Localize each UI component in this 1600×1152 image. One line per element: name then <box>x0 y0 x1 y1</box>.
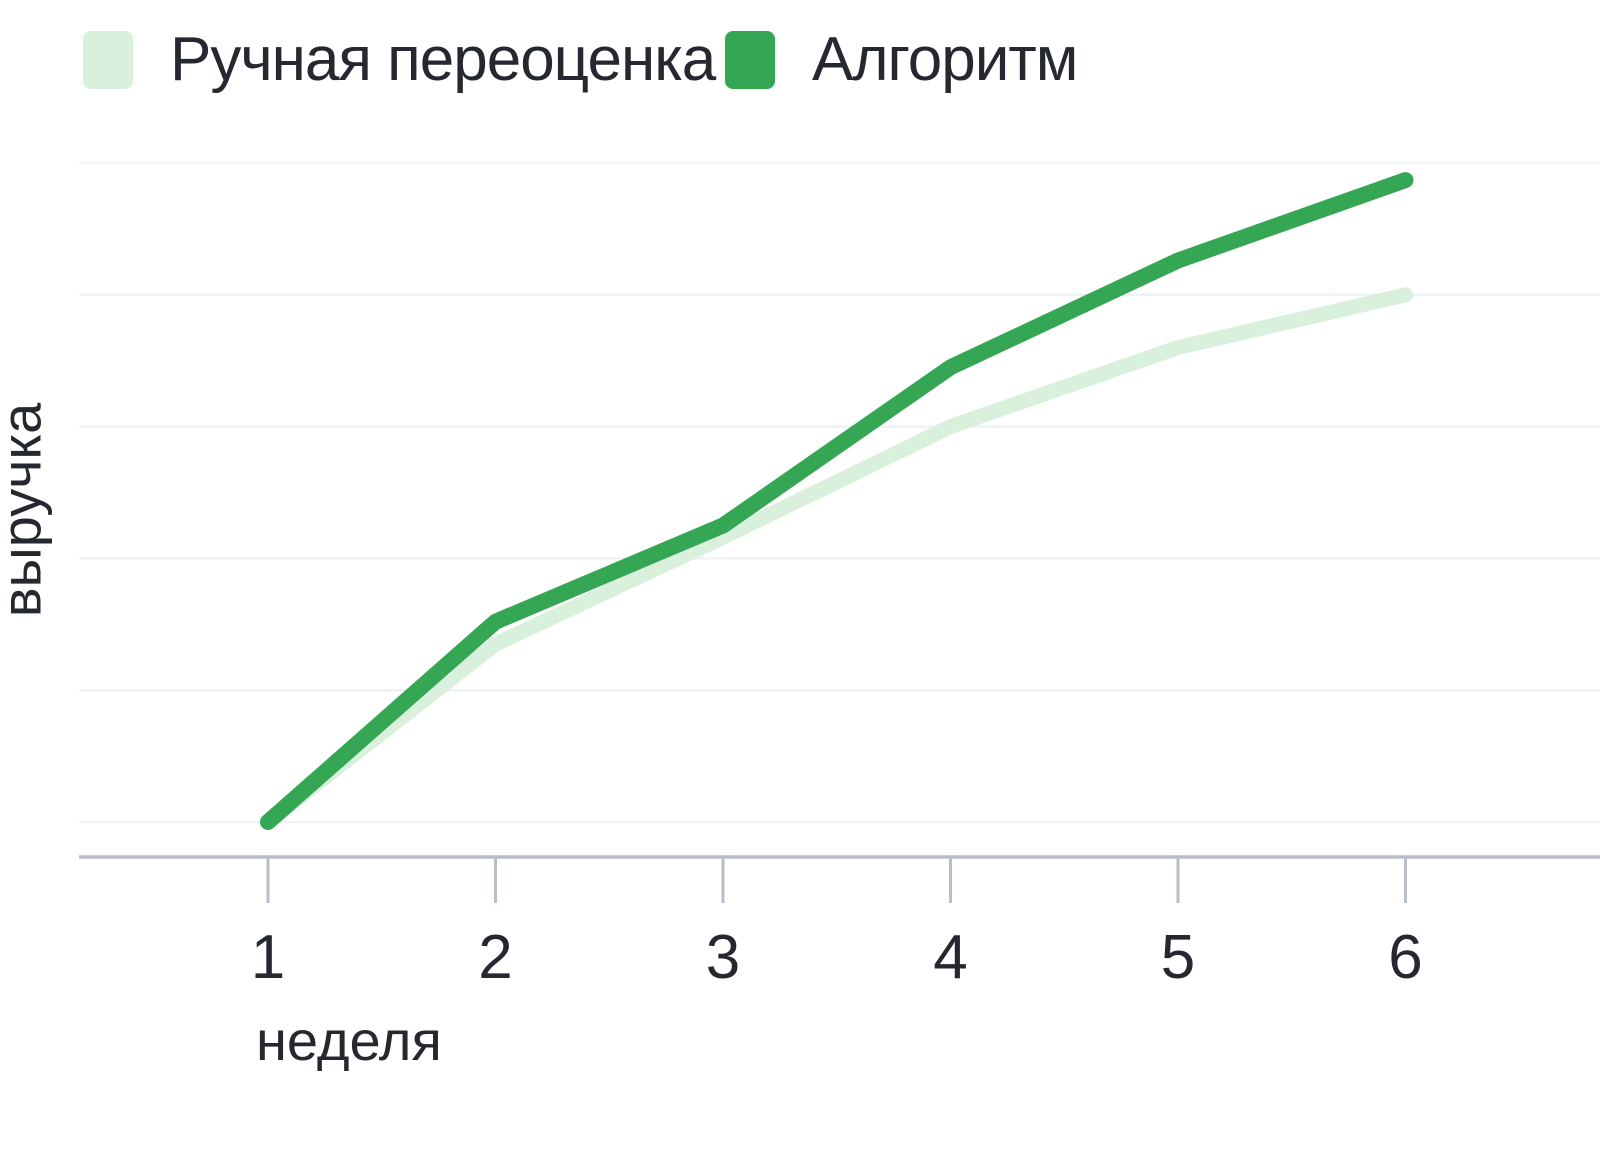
legend-swatch-algorithm-icon <box>725 30 775 89</box>
x-tick-label: 5 <box>1161 923 1195 992</box>
x-tick-label: 2 <box>478 923 512 992</box>
legend-item-manual: Ручная переоценка <box>83 24 716 95</box>
legend-label-manual: Ручная переоценка <box>170 25 716 94</box>
x-tick-label: 4 <box>933 923 967 992</box>
manual-series-line <box>260 287 1413 830</box>
x-tick-label: 3 <box>706 923 740 992</box>
legend-label-algorithm: Алгоритм <box>812 25 1078 94</box>
algorithm-series-line <box>260 172 1414 830</box>
x-tick-label: 1 <box>251 923 285 992</box>
legend-item-algorithm: Алгоритм <box>725 24 1078 95</box>
x-tick-label: 6 <box>1388 923 1422 992</box>
legend-swatch-manual-icon <box>83 30 133 89</box>
x-axis-label: неделя <box>256 1009 442 1072</box>
